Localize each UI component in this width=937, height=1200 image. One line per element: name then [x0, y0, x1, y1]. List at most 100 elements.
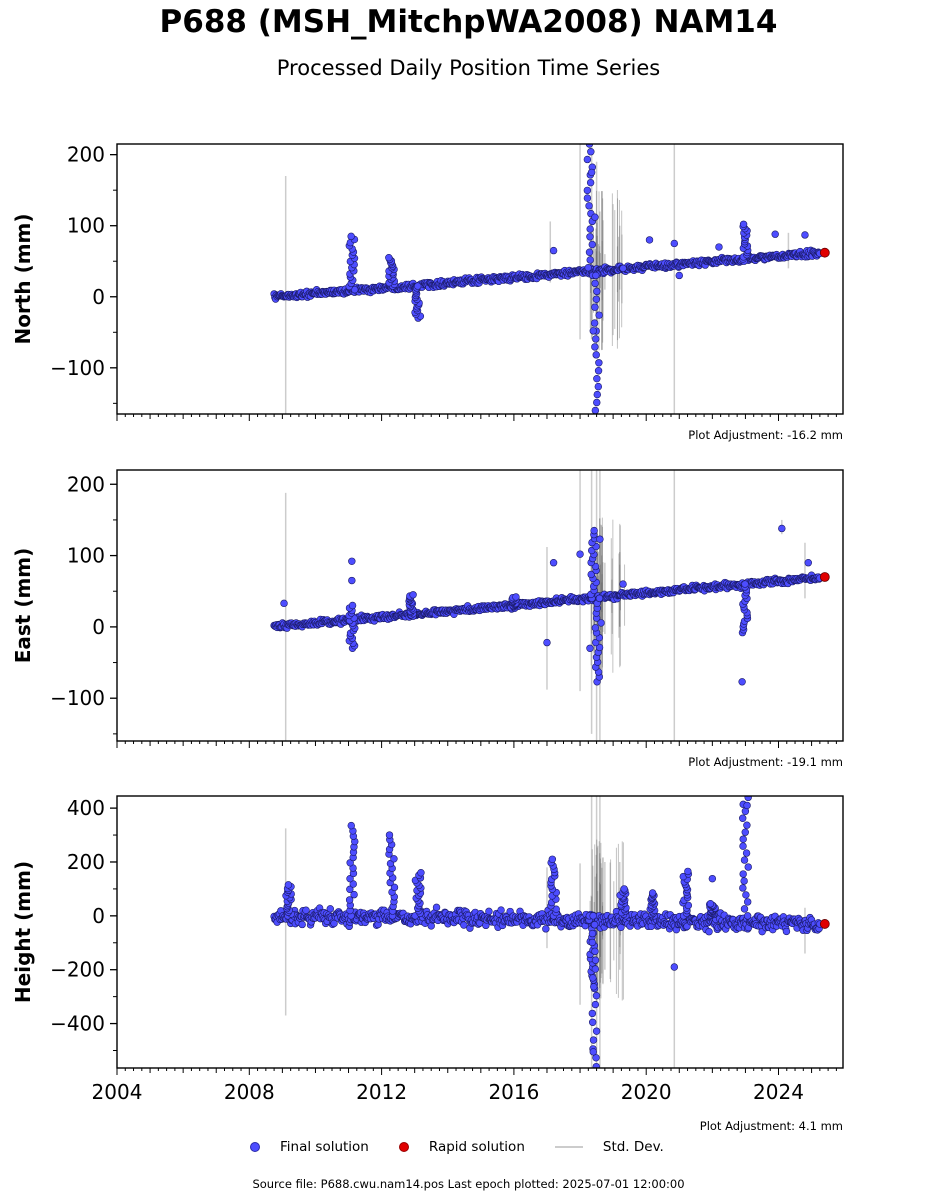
final-solution-point — [587, 168, 596, 177]
source-note: Source file: P688.cwu.nam14.pos Last epo… — [252, 1177, 685, 1191]
final-solution-point — [590, 526, 598, 535]
final-solution-point — [348, 601, 357, 610]
plot-area-height — [270, 796, 830, 1068]
y-tick-label: −200 — [50, 958, 105, 982]
final-solution-point — [485, 907, 493, 916]
final-solution-point — [586, 178, 595, 187]
final-solution-marker-icon — [250, 1142, 260, 1152]
final-solution-point — [417, 869, 425, 877]
final-solution-point — [585, 248, 594, 256]
final-solution-point — [739, 842, 747, 850]
final-solution-point — [583, 194, 592, 202]
final-solution-point — [743, 801, 751, 810]
final-solution-point — [771, 230, 779, 238]
panel-east: −100 0 100 200 East (mm) — [11, 469, 844, 748]
x-tick-label: 2012 — [356, 1080, 407, 1104]
final-solution-point — [592, 335, 600, 343]
y-tick-label: 0 — [92, 904, 105, 928]
final-solution-point — [801, 231, 809, 239]
final-solution-point — [590, 921, 599, 929]
y-tick-label: 0 — [92, 285, 105, 309]
final-solution-point — [742, 849, 751, 857]
final-solution-point — [804, 559, 812, 567]
final-solution-point — [326, 905, 334, 913]
final-solution-point — [592, 991, 601, 1000]
final-solution-point — [347, 821, 355, 830]
final-solution-point — [592, 1062, 600, 1068]
final-solution-point — [346, 874, 354, 883]
final-solution-point — [645, 236, 654, 244]
final-solution-point — [432, 903, 441, 912]
final-solution-point — [739, 870, 747, 878]
final-solution-point — [591, 947, 599, 956]
y-axis-label: East (mm) — [11, 548, 35, 664]
final-solution-point — [280, 599, 288, 608]
final-solution-point — [619, 264, 627, 273]
legend-final: Final solution — [250, 1139, 369, 1155]
final-solution-point — [588, 929, 597, 938]
final-solution-point — [298, 920, 306, 929]
final-solution-point — [684, 867, 692, 876]
final-solution-point — [594, 382, 603, 391]
final-solution-point — [706, 900, 715, 908]
final-solution-point — [705, 928, 713, 936]
final-solution-point — [542, 925, 550, 933]
final-solution-point — [347, 232, 355, 241]
final-solution-point — [740, 905, 749, 913]
legend: Final solution Rapid solution Std. Dev. — [250, 1136, 694, 1158]
x-tick-label: 2020 — [621, 1080, 672, 1104]
y-tick-label: 200 — [67, 472, 105, 496]
plot-adjustment-north: Plot Adjustment: -16.2 mm — [688, 428, 843, 442]
final-solution-point — [390, 883, 399, 892]
x-tick-label: 2016 — [488, 1080, 539, 1104]
final-solution-point — [590, 983, 598, 991]
final-solution-point — [590, 319, 599, 327]
panel-height: −400 −200 0 200 400 2004 2008 2012 2016 2020 2024 H… — [11, 795, 844, 1104]
final-solution-point — [739, 884, 747, 892]
final-solution-point — [592, 295, 601, 303]
y-tick-label: 0 — [92, 615, 105, 639]
final-solution-point — [591, 213, 599, 221]
final-solution-point — [591, 624, 600, 632]
final-solution-point — [592, 638, 600, 647]
final-solution-point — [738, 678, 746, 686]
final-solution-point — [596, 535, 604, 543]
final-solution-point — [593, 287, 601, 296]
final-solution-point — [348, 557, 356, 565]
final-solution-point — [591, 279, 599, 288]
final-solution-point — [739, 814, 747, 822]
final-solution-point — [350, 285, 359, 294]
final-solution-point — [591, 956, 600, 964]
final-solution-point — [739, 835, 747, 843]
y-tick-label: 200 — [67, 850, 105, 874]
final-solution-point — [588, 240, 597, 249]
final-solution-point — [588, 1009, 597, 1018]
x-tick-label: 2004 — [92, 1080, 143, 1104]
final-solution-point — [552, 905, 560, 913]
rapid-solution-point — [819, 247, 830, 258]
legend-rapid-label: Rapid solution — [428, 1139, 525, 1155]
final-solution-point — [346, 885, 354, 894]
panel-north: −100 0 100 200 North (mm) — [11, 143, 844, 421]
final-solution-point — [743, 898, 752, 906]
x-tick-label: 2024 — [753, 1080, 804, 1104]
final-solution-point — [740, 877, 748, 885]
final-solution-point — [591, 965, 600, 973]
final-solution-point — [591, 1000, 600, 1009]
final-solution-point — [782, 927, 791, 936]
final-solution-point — [589, 1048, 597, 1056]
final-solution-point — [740, 856, 749, 864]
final-solution-point — [584, 264, 592, 272]
final-solution-point — [345, 896, 354, 904]
final-solution-point — [620, 885, 628, 893]
final-solution-point — [543, 638, 551, 647]
final-solution-point — [589, 327, 597, 335]
final-solution-point — [595, 359, 603, 367]
std-dev-line-icon — [554, 1146, 583, 1148]
final-solution-point — [741, 828, 749, 836]
final-solution-point — [739, 220, 748, 228]
legend-stddev-label: Std. Dev. — [602, 1139, 664, 1155]
plot-adjustment-height: Plot Adjustment: 4.1 mm — [699, 1119, 843, 1133]
final-solution-point — [592, 351, 600, 359]
legend-rapid: Rapid solution — [398, 1139, 525, 1155]
